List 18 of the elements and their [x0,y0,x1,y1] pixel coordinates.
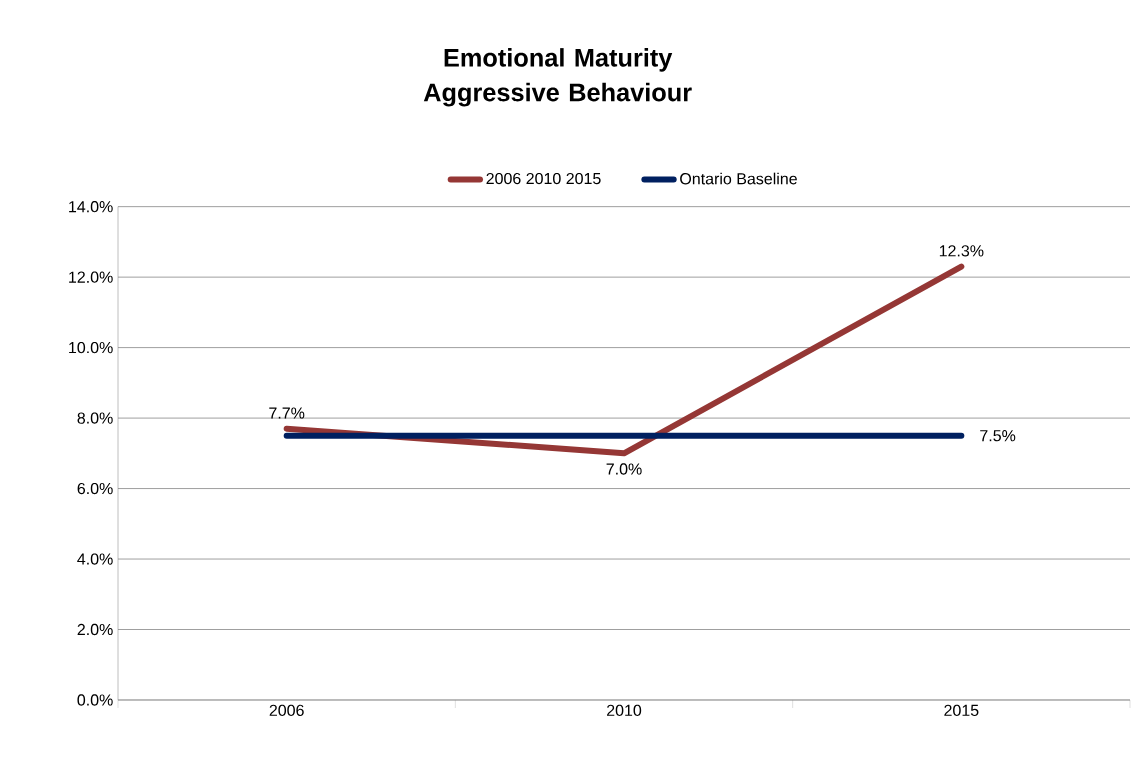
x-tick-label: 2015 [944,704,979,717]
legend-label: 2006 2010 2015 [486,172,601,185]
chart-title: Emotional Maturity Aggressive Behaviour [423,48,692,107]
data-label: 7.7% [269,407,305,419]
y-tick-label: 14.0% [69,201,113,213]
y-tick-label: 6.0% [77,482,113,495]
x-tick-label: 2006 [269,704,304,717]
y-tick-label: 0.0% [77,694,113,706]
data-label: 12.3% [939,245,984,257]
y-tick-label: 4.0% [77,553,113,565]
x-tick-label: 2010 [607,704,642,717]
y-tick-label: 12.0% [69,271,113,283]
legend-label: Ontario Baseline [680,172,797,185]
y-tick-label: 10.0% [69,341,113,354]
data-label: 7.0% [606,463,642,475]
data-label: 7.5% [980,430,1016,442]
y-tick-label: 8.0% [77,412,113,424]
y-tick-label: 2.0% [77,623,113,636]
